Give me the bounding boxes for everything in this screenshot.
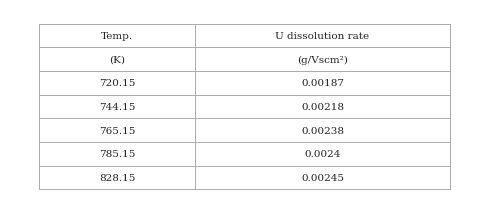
Text: 720.15: 720.15 bbox=[99, 79, 135, 88]
Text: Temp.: Temp. bbox=[101, 32, 133, 41]
Text: 828.15: 828.15 bbox=[99, 173, 135, 182]
Text: (g/Vscm²): (g/Vscm²) bbox=[297, 55, 347, 64]
Text: 0.00218: 0.00218 bbox=[301, 103, 344, 112]
Text: 0.00187: 0.00187 bbox=[301, 79, 344, 88]
Text: (K): (K) bbox=[109, 56, 125, 64]
Text: 0.0024: 0.0024 bbox=[304, 150, 340, 159]
Text: 0.00238: 0.00238 bbox=[301, 126, 344, 135]
Text: 785.15: 785.15 bbox=[99, 150, 135, 159]
Text: 0.00245: 0.00245 bbox=[301, 173, 344, 182]
Text: 744.15: 744.15 bbox=[99, 103, 135, 112]
Text: U dissolution rate: U dissolution rate bbox=[275, 32, 369, 41]
Text: 765.15: 765.15 bbox=[99, 126, 135, 135]
